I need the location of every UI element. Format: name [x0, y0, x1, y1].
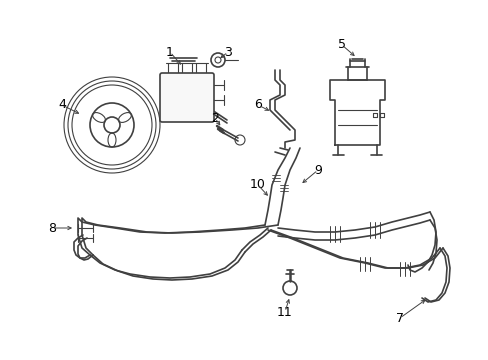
Text: 3: 3 [224, 45, 231, 58]
Text: 1: 1 [166, 45, 174, 58]
Text: 6: 6 [254, 99, 262, 112]
Text: 4: 4 [58, 99, 66, 112]
FancyBboxPatch shape [160, 73, 214, 122]
Text: 2: 2 [211, 112, 219, 125]
Text: 11: 11 [277, 306, 292, 319]
Text: 7: 7 [395, 311, 403, 324]
Text: 5: 5 [337, 39, 346, 51]
Text: 9: 9 [313, 163, 321, 176]
Text: 8: 8 [48, 221, 56, 234]
Text: 10: 10 [249, 179, 265, 192]
